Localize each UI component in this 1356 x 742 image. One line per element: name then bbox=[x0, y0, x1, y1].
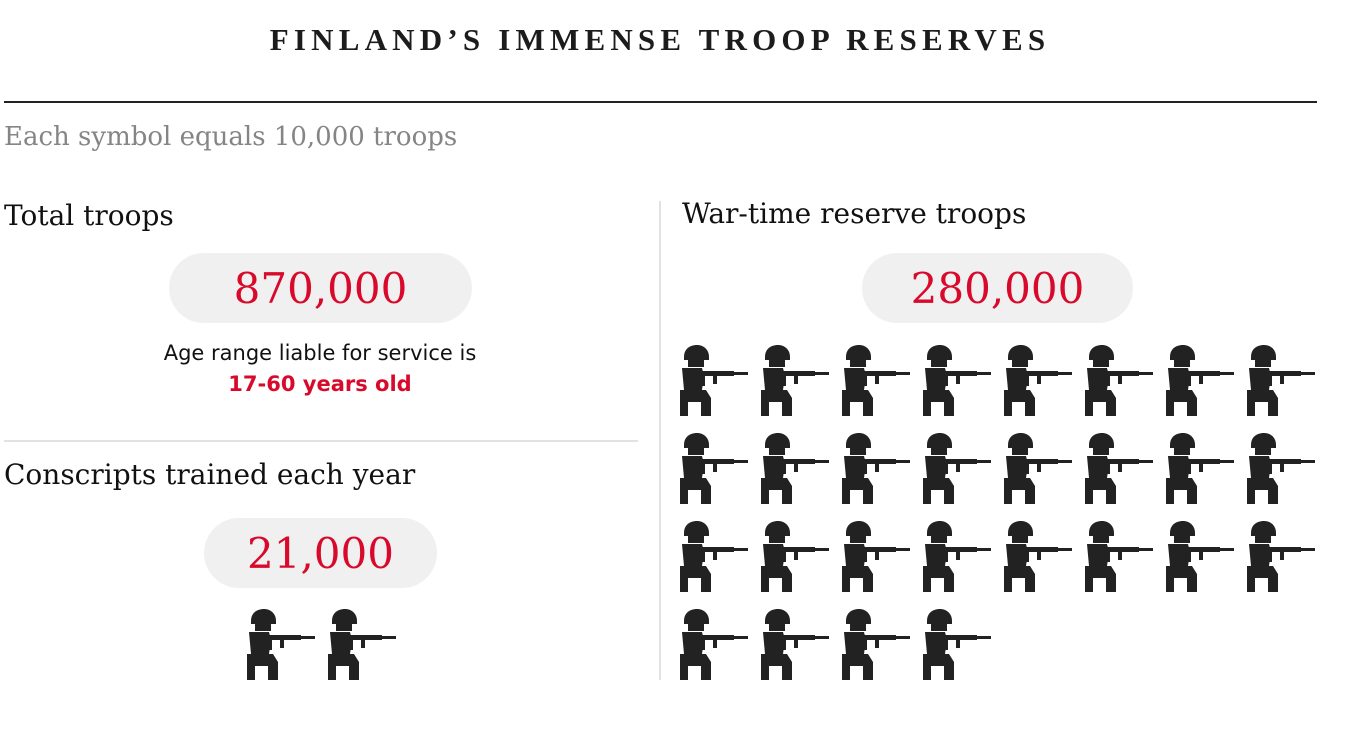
conscripts-soldier-icon-2 bbox=[328, 609, 396, 680]
chart-title: FINLAND’S IMMENSE TROOP RESERVES bbox=[269, 22, 1051, 57]
reserve-icons bbox=[680, 345, 1315, 680]
reserve-soldier-icon-22 bbox=[1085, 521, 1153, 592]
reserve-value: 280,000 bbox=[862, 253, 1133, 323]
panel-divider-vertical bbox=[659, 201, 661, 680]
reserve-soldier-icon-5 bbox=[1004, 345, 1072, 416]
reserve-soldier-icon-18 bbox=[761, 521, 829, 592]
reserve-soldier-icon-6 bbox=[1085, 345, 1153, 416]
reserve-soldier-icon-13 bbox=[1004, 433, 1072, 504]
reserve-soldier-icon-14 bbox=[1085, 433, 1153, 504]
reserve-soldier-icon-28 bbox=[923, 609, 991, 680]
reserve-soldier-icon-11 bbox=[842, 433, 910, 504]
title-rule bbox=[4, 101, 1317, 103]
total-troops-value: 870,000 bbox=[169, 253, 472, 323]
reserve-soldier-icon-24 bbox=[1247, 521, 1315, 592]
conscripts-value: 21,000 bbox=[204, 518, 437, 588]
reserve-soldier-icon-26 bbox=[761, 609, 829, 680]
reserve-soldier-icon-19 bbox=[842, 521, 910, 592]
reserve-soldier-icon-8 bbox=[1247, 345, 1315, 416]
reserve-soldier-icon-7 bbox=[1166, 345, 1234, 416]
reserve-soldier-icon-23 bbox=[1166, 521, 1234, 592]
reserve-soldier-icon-15 bbox=[1166, 433, 1234, 504]
reserve-soldier-icon-21 bbox=[1004, 521, 1072, 592]
legend-text: Each symbol equals 10,000 troops bbox=[4, 122, 458, 152]
reserve-soldier-icon-4 bbox=[923, 345, 991, 416]
reserve-soldier-icon-16 bbox=[1247, 433, 1315, 504]
reserve-soldier-icon-17 bbox=[680, 521, 748, 592]
reserve-heading: War-time reserve troops bbox=[682, 197, 1027, 230]
conscripts-icons bbox=[247, 609, 396, 680]
reserve-soldier-icon-25 bbox=[680, 609, 748, 680]
age-range-value: 17-60 years old bbox=[228, 372, 412, 396]
age-range-note: Age range liable for service is bbox=[163, 341, 477, 365]
total-troops-heading: Total troops bbox=[4, 199, 174, 232]
conscripts-soldier-icon-1 bbox=[247, 609, 315, 680]
reserve-soldier-icon-10 bbox=[761, 433, 829, 504]
reserve-soldier-icon-20 bbox=[923, 521, 991, 592]
conscripts-heading: Conscripts trained each year bbox=[4, 458, 416, 491]
reserve-soldier-icon-12 bbox=[923, 433, 991, 504]
reserve-soldier-icon-9 bbox=[680, 433, 748, 504]
reserve-soldier-icon-3 bbox=[842, 345, 910, 416]
reserve-soldier-icon-2 bbox=[761, 345, 829, 416]
reserve-soldier-icon-1 bbox=[680, 345, 748, 416]
reserve-soldier-icon-27 bbox=[842, 609, 910, 680]
panel-divider-horizontal bbox=[4, 440, 638, 442]
